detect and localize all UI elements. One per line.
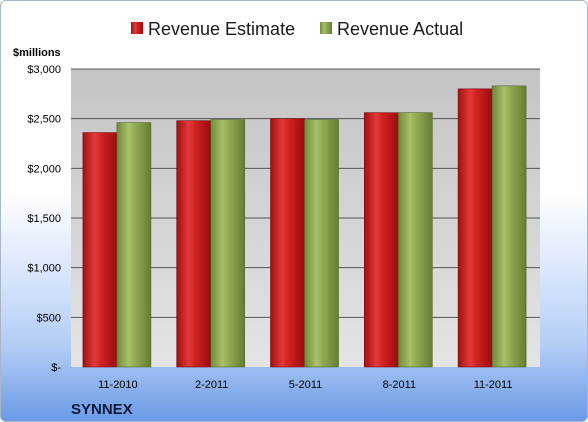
bar-revenue-estimate bbox=[176, 120, 211, 368]
bar-revenue-estimate bbox=[363, 112, 399, 368]
bar-revenue-actual bbox=[210, 119, 245, 368]
y-axis-unit-label: $millions bbox=[13, 47, 61, 59]
y-tick-label: $1,500 bbox=[27, 213, 61, 225]
company-name: SYNNEX bbox=[71, 401, 133, 418]
y-axis-ticks: $- $500 $1,000 $1,500 $2,000 $2,500 $3,000 bbox=[27, 64, 61, 374]
bar-revenue-estimate bbox=[82, 132, 118, 368]
y-tick-label: $2,000 bbox=[27, 163, 61, 175]
bar-revenue-estimate bbox=[270, 118, 305, 368]
y-tick-label: $500 bbox=[37, 312, 61, 324]
legend-swatch-estimate bbox=[131, 22, 143, 34]
y-tick-label: $2,500 bbox=[27, 114, 61, 126]
x-tick-label: 11-2011 bbox=[474, 379, 513, 391]
bar-revenue-estimate bbox=[457, 88, 493, 368]
x-tick-label: 5-2011 bbox=[289, 379, 322, 391]
x-tick-label: 2-2011 bbox=[195, 379, 228, 391]
x-tick-label: 11-2010 bbox=[98, 379, 138, 391]
bar-revenue-actual bbox=[116, 122, 152, 368]
y-tick-label: $1,000 bbox=[27, 263, 61, 275]
bars bbox=[82, 85, 527, 368]
x-axis-ticks: 11-2010 2-2011 5-2011 8-2011 11-2011 bbox=[98, 379, 512, 391]
legend-label-estimate: Revenue Estimate bbox=[148, 19, 295, 39]
y-tick-label: $- bbox=[51, 362, 61, 374]
legend: Revenue Estimate Revenue Actual bbox=[131, 19, 463, 39]
bar-revenue-actual bbox=[397, 112, 433, 368]
legend-swatch-actual bbox=[320, 22, 332, 34]
bar-revenue-actual bbox=[491, 85, 527, 368]
bar-revenue-actual bbox=[304, 119, 339, 368]
y-tick-label: $3,000 bbox=[27, 64, 61, 76]
legend-label-actual: Revenue Actual bbox=[337, 19, 463, 39]
x-tick-label: 8-2011 bbox=[383, 379, 416, 391]
